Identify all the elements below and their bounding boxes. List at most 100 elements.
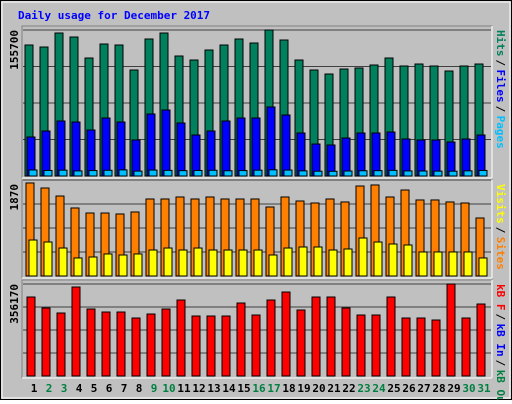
bar (223, 170, 233, 177)
bar (356, 132, 366, 177)
bar (253, 249, 263, 277)
bar (208, 249, 218, 277)
bar (193, 169, 203, 177)
bar (146, 113, 156, 177)
x-tick-label: 13 (207, 382, 220, 395)
bar (253, 169, 263, 177)
legend-label: kB Out (494, 370, 507, 400)
bar (163, 169, 173, 177)
bar (463, 170, 473, 177)
bar (176, 299, 186, 377)
bar (56, 312, 66, 377)
bar (283, 247, 293, 277)
bar (118, 254, 128, 277)
x-tick-label: 25 (387, 382, 400, 395)
bar (268, 254, 278, 277)
x-tick-label: 1 (31, 382, 38, 395)
bar (101, 311, 111, 377)
chart-title: Daily usage for December 2017 (18, 9, 210, 22)
bar (178, 170, 188, 177)
bar (388, 169, 398, 177)
bar (191, 315, 201, 377)
bar (433, 170, 443, 177)
bar (148, 169, 158, 177)
bar (58, 247, 68, 277)
bar (358, 170, 368, 177)
bar (56, 120, 66, 177)
x-tick-label: 28 (432, 382, 445, 395)
bar (206, 315, 216, 377)
bar (28, 169, 38, 177)
bar (356, 314, 366, 377)
bar (386, 131, 396, 177)
legend-label: Sites (494, 237, 507, 270)
bar (86, 308, 96, 377)
bar (266, 299, 276, 377)
bar (343, 248, 353, 277)
bar (386, 296, 396, 377)
bar (43, 169, 53, 177)
x-tick-label: 6 (106, 382, 113, 395)
x-tick-label: 16 (252, 382, 266, 395)
bar (161, 308, 171, 377)
bar (296, 309, 306, 377)
bar (433, 251, 443, 277)
legend-separator: / (494, 60, 507, 67)
bar (73, 257, 83, 277)
bar (371, 314, 381, 377)
bar (208, 169, 218, 177)
bar (281, 291, 291, 377)
bar (341, 137, 351, 177)
x-tick-label: 31 (477, 382, 491, 395)
x-tick-label: 10 (162, 382, 175, 395)
x-tick-label: 3 (61, 382, 68, 395)
bar (403, 170, 413, 177)
bar (478, 257, 488, 277)
bar (296, 132, 306, 177)
bar (461, 317, 471, 377)
bar (478, 169, 488, 177)
bar (43, 241, 53, 277)
bar (418, 170, 428, 177)
bar (236, 117, 246, 177)
bar (463, 251, 473, 277)
bar (88, 170, 98, 177)
x-tick-label: 21 (327, 382, 341, 395)
x-tick-label: 24 (372, 382, 386, 395)
x-tick-label: 26 (402, 382, 416, 395)
bar (161, 109, 171, 177)
bar (191, 134, 201, 177)
bar (193, 247, 203, 277)
bar (236, 302, 246, 377)
legend-label: Files (494, 70, 507, 103)
x-tick-label: 15 (237, 382, 250, 395)
bar (326, 296, 336, 377)
bar (103, 253, 113, 277)
bar (341, 307, 351, 377)
x-tick-label: 7 (121, 382, 128, 395)
x-tick-label: 22 (342, 382, 355, 395)
bar (103, 169, 113, 177)
bar (221, 120, 231, 177)
bar (431, 139, 441, 177)
bar (416, 317, 426, 377)
bar (163, 247, 173, 277)
bar (266, 106, 276, 177)
legend-label: Hits (494, 30, 507, 57)
x-tick-label: 23 (357, 382, 370, 395)
x-tick-label: 2 (46, 382, 53, 395)
x-tick-label: 29 (447, 382, 460, 395)
legend-separator: / (494, 227, 507, 234)
x-tick-label: 9 (151, 382, 158, 395)
legend-separator: / (494, 314, 507, 321)
bar (388, 243, 398, 277)
x-tick-label: 18 (282, 382, 295, 395)
bar (101, 117, 111, 177)
x-tick-label: 20 (312, 382, 325, 395)
bar (476, 303, 486, 377)
bar (86, 129, 96, 177)
bar (418, 251, 428, 277)
bar (133, 253, 143, 277)
